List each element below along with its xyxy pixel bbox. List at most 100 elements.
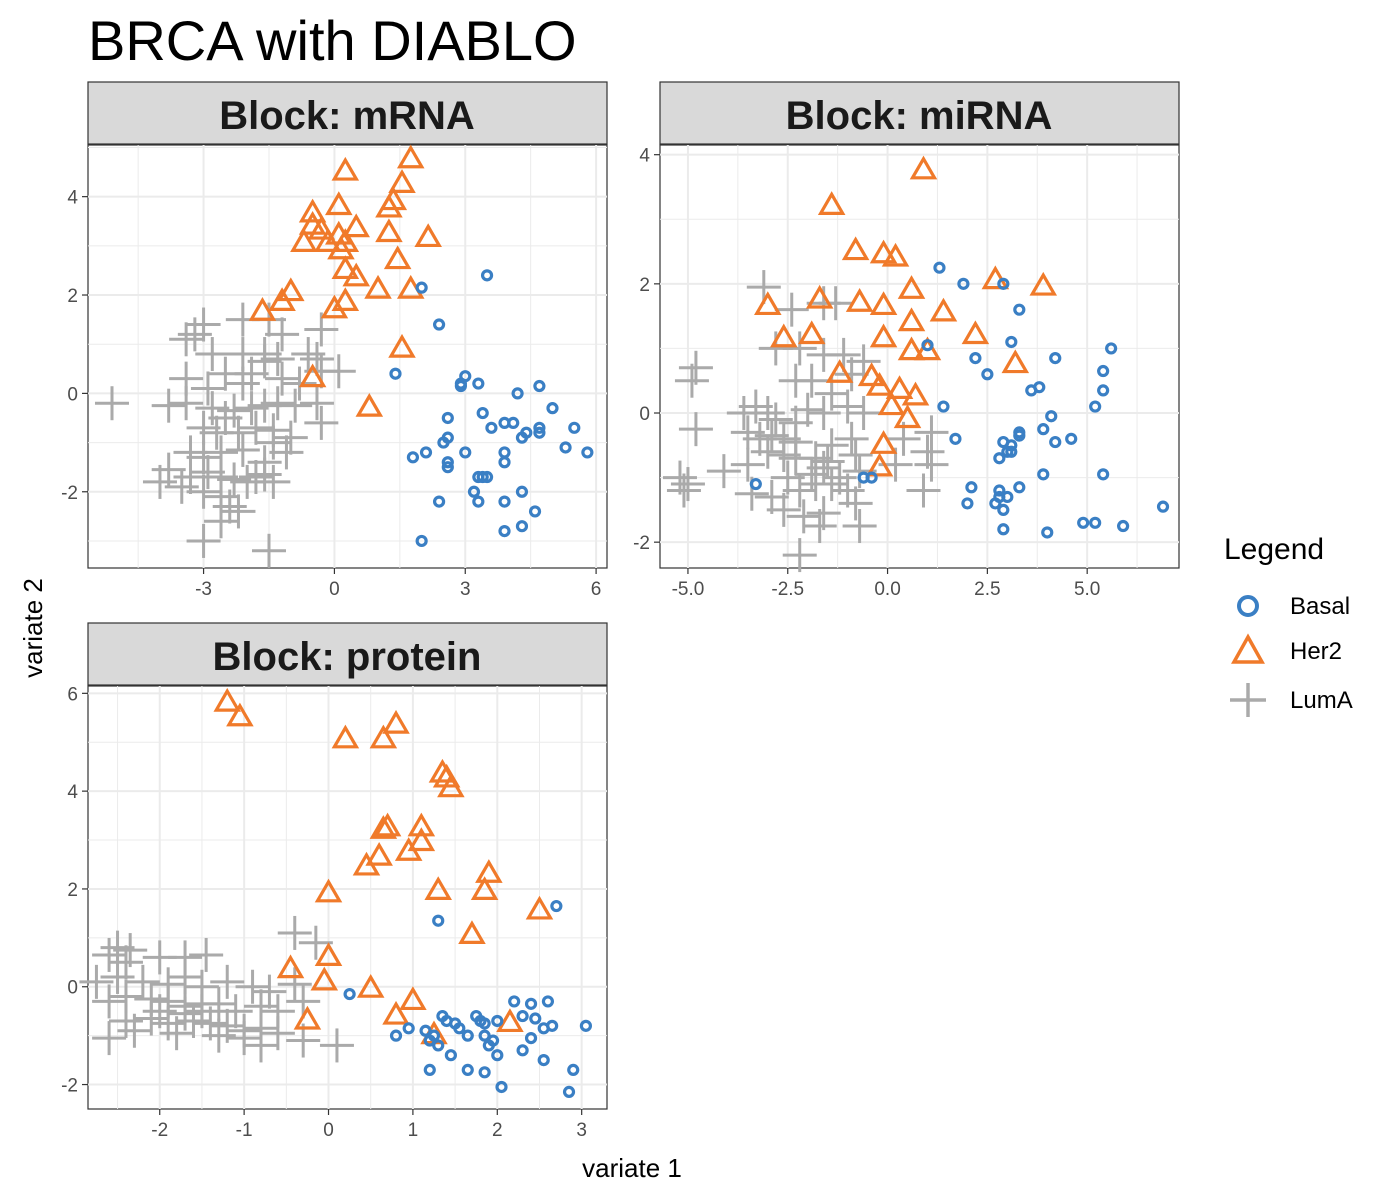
point-her2: [897, 307, 926, 332]
point-her2: [388, 169, 416, 193]
point-basal: [498, 495, 511, 508]
point-basal: [472, 377, 485, 390]
point-luma: [234, 391, 269, 426]
point-luma: [304, 405, 339, 440]
point-luma: [189, 937, 224, 972]
point-luma: [247, 457, 282, 492]
point-luma: [92, 1021, 127, 1056]
point-her2: [901, 381, 930, 406]
point-basal: [511, 387, 524, 400]
point-luma: [662, 460, 697, 495]
point-basal: [507, 416, 520, 430]
point-luma: [818, 286, 853, 321]
point-her2: [352, 851, 381, 876]
point-her2: [797, 320, 826, 345]
point-luma: [273, 420, 308, 455]
point-basal: [495, 1080, 508, 1094]
point-luma: [914, 415, 949, 450]
point-luma: [265, 317, 300, 352]
point-luma: [218, 994, 253, 1029]
point-her2: [470, 876, 499, 900]
point-luma: [782, 538, 817, 573]
point-basal: [444, 1049, 457, 1062]
point-luma: [265, 361, 300, 396]
point-luma: [247, 388, 282, 423]
point-basal: [343, 987, 356, 1001]
point-basal: [453, 1022, 466, 1035]
y-tick-label: -2: [633, 533, 650, 554]
point-basal: [568, 421, 581, 434]
point-her2: [981, 265, 1010, 290]
point-basal: [567, 1063, 580, 1076]
point-luma: [79, 964, 114, 999]
point-her2: [382, 709, 410, 734]
point-her2: [375, 218, 403, 243]
point-basal: [533, 379, 546, 393]
point-basal: [579, 1019, 593, 1032]
point-basal: [441, 456, 454, 469]
point-basal: [432, 495, 446, 508]
point-her2: [396, 144, 425, 169]
point-basal: [993, 484, 1006, 497]
point-luma: [210, 964, 245, 999]
point-luma: [750, 396, 785, 431]
point-basal: [472, 495, 485, 508]
point-luma: [277, 915, 312, 950]
point-basal: [969, 352, 982, 365]
point-luma: [806, 396, 841, 431]
legend-key-circle: [1237, 595, 1259, 617]
point-basal: [997, 277, 1010, 290]
y-tick-label: -2: [61, 1076, 78, 1097]
point-luma: [802, 509, 837, 544]
point-her2: [355, 392, 384, 417]
point-basal: [1105, 342, 1118, 355]
point-her2: [754, 291, 782, 316]
point-luma: [786, 499, 821, 534]
point-basal: [491, 1014, 504, 1028]
point-basal: [508, 995, 521, 1008]
point-her2: [414, 223, 442, 248]
point-her2: [909, 155, 938, 180]
point-her2: [857, 362, 886, 387]
point-her2: [897, 275, 926, 299]
point-luma: [190, 371, 225, 406]
point-basal: [454, 377, 467, 390]
point-luma: [278, 388, 313, 423]
point-basal: [857, 471, 870, 484]
point-basal: [1065, 432, 1078, 445]
point-basal: [467, 485, 481, 498]
point-basal: [1005, 445, 1018, 458]
point-basal: [515, 485, 529, 498]
panel-strip: [87, 622, 608, 686]
point-basal: [478, 1017, 491, 1030]
point-her2: [394, 837, 423, 861]
point-basal: [1045, 410, 1058, 423]
point-her2: [314, 878, 343, 903]
x-tick-label: 0: [323, 1120, 334, 1141]
point-basal: [478, 1066, 491, 1079]
point-basal: [423, 1063, 436, 1076]
point-basal: [1049, 352, 1062, 365]
point-luma: [830, 473, 865, 508]
x-tick-label: 2.5: [974, 579, 1000, 600]
point-basal: [415, 281, 428, 294]
point-luma: [159, 1016, 194, 1051]
panel-title: Block: mRNA: [219, 94, 475, 138]
point-her2: [869, 291, 898, 316]
point-luma: [164, 469, 199, 504]
point-luma: [670, 467, 705, 502]
point-her2: [929, 297, 958, 322]
point-luma: [914, 447, 949, 482]
point-luma: [286, 984, 321, 1019]
y-tick-label: 2: [639, 275, 650, 296]
point-basal: [546, 1019, 559, 1032]
point-her2: [364, 274, 392, 299]
point-basal: [485, 421, 498, 434]
point-her2: [437, 773, 465, 798]
x-tick-label: 2: [492, 1120, 503, 1141]
point-her2: [325, 191, 353, 216]
point-her2: [388, 333, 416, 358]
panel-protein: Block: protein -2 -1 0 1 2 3 -2 0 2 4 6: [61, 622, 608, 1141]
point-luma: [806, 450, 841, 485]
point-basal: [520, 426, 533, 439]
